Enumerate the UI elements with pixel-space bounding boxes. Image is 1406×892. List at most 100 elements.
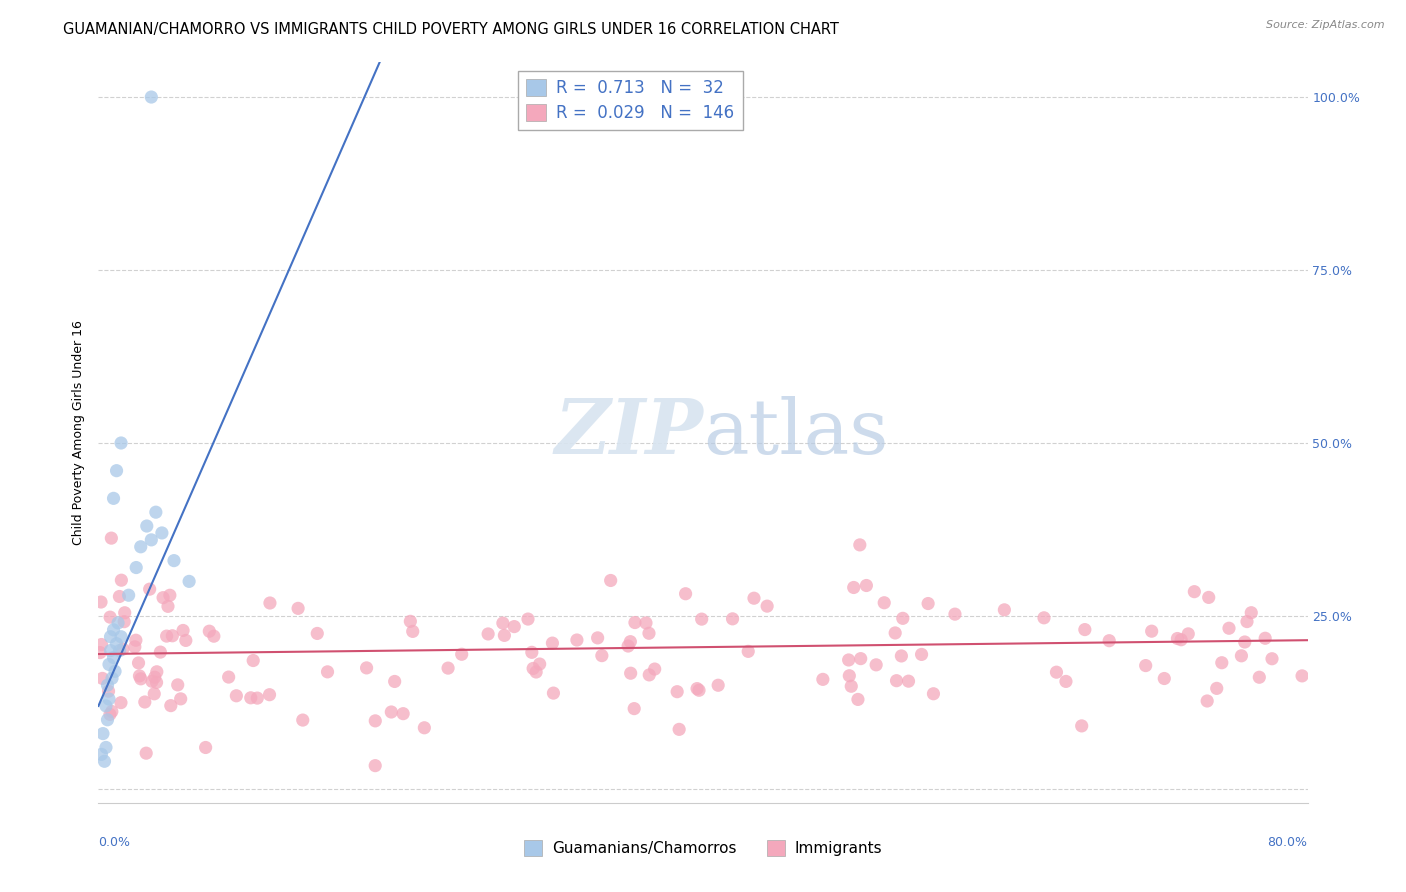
Point — [688, 683, 710, 698]
Point — [586, 631, 609, 645]
Point — [675, 587, 697, 601]
Point — [619, 634, 641, 648]
Point — [91, 672, 114, 686]
Point — [492, 616, 515, 631]
Point — [89, 646, 111, 660]
Point — [1054, 674, 1077, 689]
Point — [638, 668, 661, 682]
Point — [129, 672, 152, 686]
Point — [101, 671, 124, 685]
Point — [242, 654, 264, 668]
Point — [172, 624, 194, 638]
Point — [686, 681, 709, 696]
Text: 0.0%: 0.0% — [98, 837, 131, 849]
Point — [1045, 665, 1067, 680]
Point — [1140, 624, 1163, 639]
Point — [125, 560, 148, 574]
Point — [143, 670, 166, 684]
Point — [246, 691, 269, 706]
Point — [170, 691, 193, 706]
Point — [90, 747, 112, 762]
Point — [97, 684, 120, 698]
Point — [1170, 632, 1192, 647]
Legend: Guamanians/Chamorros, Immigrants: Guamanians/Chamorros, Immigrants — [517, 834, 889, 862]
Text: 80.0%: 80.0% — [1268, 837, 1308, 849]
Point — [105, 464, 128, 478]
Point — [93, 754, 115, 768]
Point — [450, 647, 472, 661]
Point — [402, 624, 425, 639]
Point — [316, 665, 339, 679]
Point — [156, 629, 179, 643]
Point — [742, 591, 765, 606]
Point — [897, 674, 920, 689]
Point — [1166, 632, 1188, 646]
Point — [128, 656, 150, 670]
Point — [543, 686, 565, 700]
Point — [1218, 621, 1240, 635]
Point — [890, 648, 912, 663]
Point — [198, 624, 221, 639]
Point — [873, 596, 896, 610]
Point — [103, 491, 125, 506]
Point — [917, 597, 939, 611]
Point — [124, 640, 146, 654]
Text: ZIP: ZIP — [554, 396, 703, 469]
Point — [287, 601, 309, 615]
Point — [108, 590, 131, 604]
Point — [98, 692, 121, 706]
Point — [100, 531, 122, 545]
Point — [413, 721, 436, 735]
Point — [111, 642, 134, 657]
Point — [993, 603, 1015, 617]
Point — [1198, 591, 1220, 605]
Point — [156, 599, 179, 614]
Point — [1197, 694, 1219, 708]
Text: Source: ZipAtlas.com: Source: ZipAtlas.com — [1267, 20, 1385, 29]
Point — [855, 578, 877, 592]
Point — [225, 689, 247, 703]
Point — [437, 661, 460, 675]
Point — [494, 628, 516, 642]
Point — [591, 648, 613, 663]
Point — [135, 746, 157, 760]
Point — [503, 619, 526, 633]
Point — [259, 596, 281, 610]
Point — [1240, 606, 1263, 620]
Point — [842, 581, 865, 595]
Point — [101, 705, 124, 719]
Point — [259, 688, 281, 702]
Point — [384, 674, 406, 689]
Point — [98, 707, 121, 722]
Point — [477, 627, 499, 641]
Point — [103, 623, 125, 637]
Point — [838, 653, 860, 667]
Point — [1211, 656, 1233, 670]
Point — [90, 595, 112, 609]
Point — [150, 525, 173, 540]
Point — [1254, 632, 1277, 646]
Point — [849, 651, 872, 665]
Point — [307, 626, 329, 640]
Point — [1098, 633, 1121, 648]
Point — [128, 669, 150, 683]
Text: GUAMANIAN/CHAMORRO VS IMMIGRANTS CHILD POVERTY AMONG GIRLS UNDER 16 CORRELATION : GUAMANIAN/CHAMORRO VS IMMIGRANTS CHILD P… — [63, 22, 839, 37]
Point — [110, 436, 132, 450]
Point — [114, 606, 136, 620]
Point — [103, 650, 125, 665]
Point — [100, 630, 122, 644]
Point — [707, 678, 730, 692]
Point — [399, 615, 422, 629]
Point — [1033, 611, 1056, 625]
Point — [166, 678, 188, 692]
Point — [1153, 672, 1175, 686]
Point — [141, 533, 163, 547]
Point — [356, 661, 378, 675]
Point — [838, 669, 860, 683]
Point — [104, 665, 127, 679]
Point — [194, 740, 217, 755]
Point — [135, 519, 157, 533]
Point — [541, 636, 564, 650]
Point — [105, 637, 128, 651]
Point — [98, 610, 121, 624]
